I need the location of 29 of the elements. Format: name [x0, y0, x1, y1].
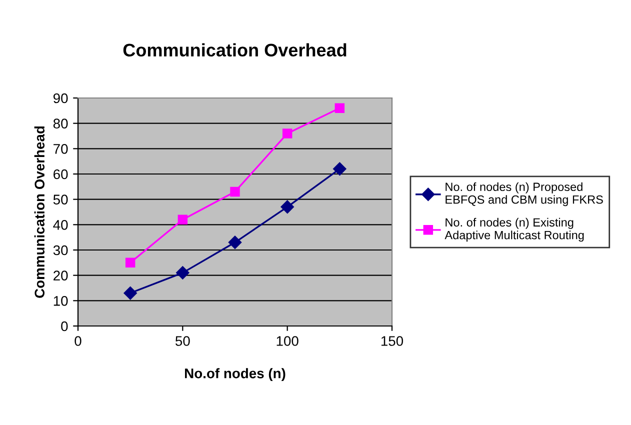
x-tick-label: 50 [176, 336, 190, 346]
y-tick-label: 50 [53, 194, 68, 205]
y-tick-label: 60 [54, 169, 68, 180]
point [228, 236, 242, 249]
point [125, 258, 136, 268]
legend-label: No. of nodes (n) Proposed EBFQS and CBM using FKRS [446, 182, 603, 206]
point [282, 128, 292, 138]
x-tick-label: 100 [276, 336, 298, 346]
x-tick-label: 0 [74, 336, 82, 346]
x-tick-label: 150 [381, 336, 404, 346]
y-tick-label: 30 [53, 245, 68, 256]
point [280, 200, 294, 214]
point [178, 214, 188, 224]
x-axis-title: No.of nodes (n) [185, 368, 286, 382]
y-tick-label: 70 [54, 144, 68, 154]
y-axis-title: Communication Overhead [34, 126, 45, 298]
y-tick-label: 0 [61, 321, 68, 332]
y-tick-label: 90 [53, 93, 68, 104]
y-tick-label: 40 [53, 220, 68, 230]
chart-title: Communication Overhead [123, 43, 346, 57]
point [334, 103, 345, 113]
point [124, 286, 137, 300]
point [230, 186, 240, 197]
point [176, 266, 190, 280]
y-tick-label: 20 [54, 270, 68, 281]
y-tick-label: 80 [53, 118, 68, 129]
legend-label: No. of nodes (n) Existing Adaptive Multicast Routing [444, 218, 584, 242]
y-tick-label: 10 [54, 296, 68, 306]
point [333, 162, 346, 176]
